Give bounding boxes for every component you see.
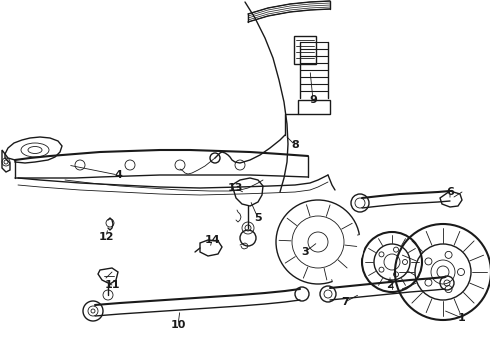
Text: 9: 9: [309, 95, 317, 105]
Text: 10: 10: [171, 320, 186, 330]
Text: 11: 11: [104, 280, 120, 290]
Text: 6: 6: [446, 187, 454, 197]
Text: 2: 2: [386, 280, 394, 290]
Text: 14: 14: [204, 235, 220, 245]
Text: 4: 4: [114, 170, 122, 180]
Text: 3: 3: [301, 247, 309, 257]
Text: 8: 8: [291, 140, 299, 150]
Text: 5: 5: [254, 213, 262, 223]
Text: 13: 13: [227, 183, 243, 193]
Text: 7: 7: [341, 297, 349, 307]
Text: 12: 12: [98, 232, 114, 242]
Text: 1: 1: [458, 313, 466, 323]
